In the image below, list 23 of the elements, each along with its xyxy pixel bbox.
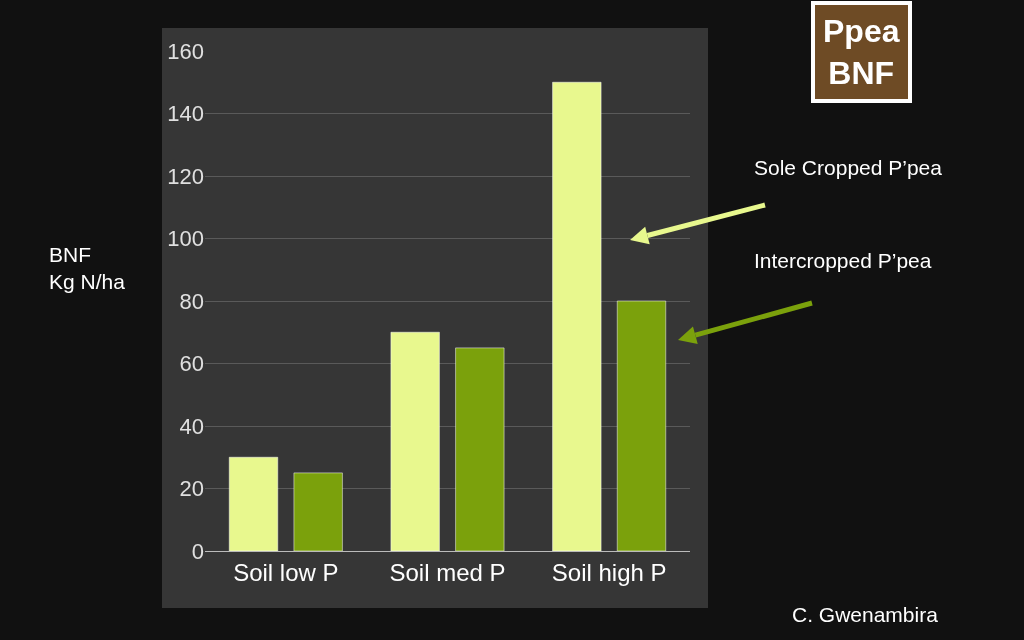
x-tick-label: Soil high P [551,558,667,586]
text: Sole Cropped P’pea [754,156,943,179]
text: Intercropped P’pea [754,249,932,272]
y-tick-label: 140 [167,101,204,127]
bar [616,300,667,551]
x-tick-label: Soil med P [389,558,506,586]
y-tick-label: 80 [179,288,204,314]
y-axis-title: BNF Kg N/ha [49,243,126,294]
bar [293,472,343,551]
y-tick-label: 60 [179,351,204,377]
y-tick-label: 0 [191,538,204,564]
bar [552,81,602,551]
bar [455,347,505,551]
y-tick-label: 20 [179,476,204,502]
text: Ppea BNF [823,13,900,91]
bar [390,331,440,551]
y-tick-label: 120 [167,163,204,189]
y-tick-label: 40 [179,413,204,439]
y-tick-label: 160 [167,38,204,64]
y-tick-label: 100 [167,226,204,252]
text: C. Gwenambira [792,603,939,626]
x-tick-label: Soil low P [233,558,339,586]
bar [228,456,279,551]
